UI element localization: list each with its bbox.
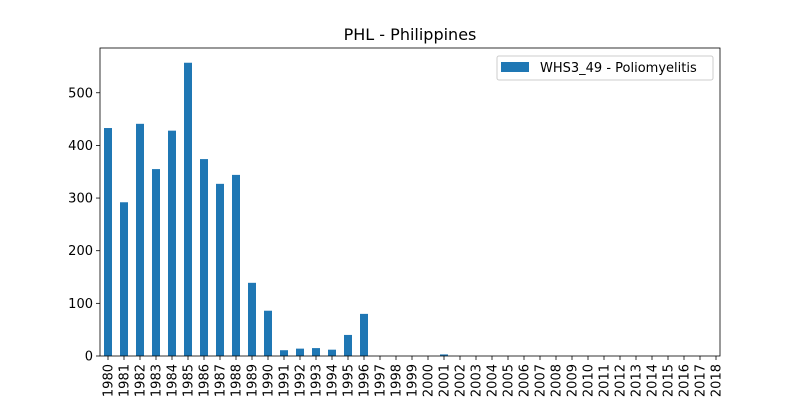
bar-1987	[216, 183, 224, 356]
x-tick-label-2001: 2001	[438, 364, 453, 397]
bar-1983	[152, 169, 160, 356]
x-tick-label-1984: 1984	[166, 364, 181, 397]
y-tick-label-200: 200	[68, 244, 93, 259]
x-tick-label-1992: 1992	[294, 364, 309, 397]
x-tick-label-2009: 2009	[566, 364, 581, 397]
x-tick-label-2008: 2008	[550, 364, 565, 397]
x-tick-label-1995: 1995	[342, 364, 357, 397]
x-tick-label-1998: 1998	[390, 364, 405, 397]
x-tick-label-1980: 1980	[102, 364, 117, 397]
x-tick-label-2010: 2010	[582, 364, 597, 397]
x-tick-label-2002: 2002	[454, 364, 469, 397]
x-tick-label-2013: 2013	[630, 364, 645, 397]
x-axis: 1980 1981 1982 1983 1984 1985 1986 1987 1988 1989…	[102, 356, 725, 397]
legend-frame	[496, 55, 714, 81]
bar-1990	[264, 310, 272, 356]
bar-1994	[328, 349, 336, 356]
y-tick-label-400: 400	[68, 139, 93, 154]
x-tick-label-1981: 1981	[118, 364, 133, 397]
bar-1988	[232, 174, 240, 356]
x-tick-label-1985: 1985	[182, 364, 197, 397]
bar-1984	[168, 130, 176, 356]
plot-frame	[99, 47, 721, 357]
x-tick-label-1991: 1991	[278, 364, 293, 397]
bar-1981	[120, 202, 128, 356]
x-tick-label-1999: 1999	[406, 364, 421, 397]
x-tick-label-2016: 2016	[678, 364, 693, 397]
x-tick-label-1996: 1996	[358, 364, 373, 397]
bar-2001	[440, 354, 448, 356]
x-tick-label-2003: 2003	[470, 364, 485, 397]
x-tick-label-1990: 1990	[262, 364, 277, 397]
x-tick-label-2006: 2006	[518, 364, 533, 397]
x-tick-label-1997: 1997	[374, 364, 389, 397]
legend-swatch	[501, 62, 529, 72]
x-tick-label-2011: 2011	[598, 364, 613, 397]
x-tick-label-1988: 1988	[230, 364, 245, 397]
bar-1993	[312, 348, 320, 356]
y-tick-label-0: 0	[85, 350, 93, 365]
bar-1991	[280, 350, 288, 356]
bars-group	[104, 62, 448, 357]
x-tick-label-2018: 2018	[710, 364, 725, 397]
chart-title: PHL - Philippines	[344, 25, 477, 44]
bar-1992	[296, 348, 304, 356]
x-tick-label-1993: 1993	[310, 364, 325, 397]
bar-1989	[248, 282, 256, 356]
bar-1980	[104, 128, 112, 356]
legend: WHS3_49 - Poliomyelitis	[496, 55, 714, 81]
x-tick-label-2000: 2000	[422, 364, 437, 397]
x-tick-label-2014: 2014	[646, 364, 661, 397]
y-axis: 0 100 200 300 400 500	[68, 86, 100, 365]
bar-1995	[344, 334, 352, 356]
bar-1986	[200, 159, 208, 356]
bar-1982	[136, 123, 144, 356]
y-tick-label-100: 100	[68, 297, 93, 312]
x-tick-label-2012: 2012	[614, 364, 629, 397]
bar-1996	[360, 313, 368, 356]
x-tick-label-2004: 2004	[486, 364, 501, 397]
x-tick-label-1982: 1982	[134, 364, 149, 397]
x-tick-label-1986: 1986	[198, 364, 213, 397]
y-tick-label-500: 500	[68, 86, 93, 101]
x-tick-label-1989: 1989	[246, 364, 261, 397]
x-tick-label-1994: 1994	[326, 364, 341, 397]
legend-label: WHS3_49 - Poliomyelitis	[540, 61, 697, 76]
x-tick-label-2007: 2007	[534, 364, 549, 397]
x-tick-label-2015: 2015	[662, 364, 677, 397]
x-tick-label-1983: 1983	[150, 364, 165, 397]
x-tick-label-1987: 1987	[214, 364, 229, 397]
y-tick-label-300: 300	[68, 192, 93, 207]
bar-1985	[184, 62, 192, 357]
x-tick-label-2005: 2005	[502, 364, 517, 397]
x-tick-label-2017: 2017	[694, 364, 709, 397]
